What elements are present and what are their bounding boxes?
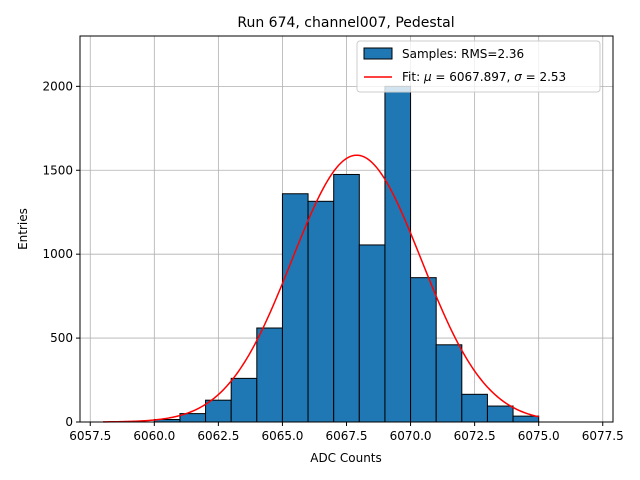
x-tick-label: 6077.5 [582,429,624,443]
chart-title: Run 674, channel007, Pedestal [237,15,454,31]
histogram-bar [486,405,514,423]
histogram-bar [461,393,488,423]
y-tick-label: 2000 [42,79,73,93]
x-axis-ticks: 6057.5 6060.0 6062.5 6065.0 6067.5 6070.0 6072… [69,422,624,443]
y-axis-ticks: 0 500 1000 1500 2000 [42,79,80,429]
histogram-bar [358,244,386,423]
y-tick-label: 0 [65,415,73,429]
legend-fit-mu-value: = 6067.897, [432,70,515,84]
histogram-bar [333,173,360,423]
y-axis-label: Entries [16,208,30,250]
x-tick-label: 6072.5 [454,429,496,443]
legend-fit-sigma-symbol: σ [514,70,522,84]
y-tick-label: 500 [50,331,73,345]
legend-fit-prefix: Fit: [402,70,424,84]
x-tick-label: 6060.0 [133,429,175,443]
x-tick-label: 6057.5 [69,429,111,443]
legend-histogram-label: Samples: RMS=2.36 [402,47,524,61]
legend: Samples: RMS=2.36 Fit: μ = 6067.897, σ =… [356,40,601,93]
x-tick-label: 6065.0 [261,429,303,443]
legend-fit-label: Fit: μ = 6067.897, σ = 2.53 [402,70,566,84]
legend-fit-sigma-value: = 2.53 [522,70,566,84]
fit-curve [103,154,539,423]
x-tick-label: 6075.0 [518,429,560,443]
x-tick-label: 6062.5 [197,429,239,443]
histogram-bar [410,277,437,423]
histogram-bar [307,200,335,423]
histogram-bar [256,327,283,423]
legend-box [356,40,601,93]
y-tick-label: 1000 [42,247,73,261]
legend-fit-mu-symbol: μ [423,70,432,84]
histogram-bar [205,399,232,423]
histogram-bar [512,415,540,423]
legend-histogram-swatch [363,47,393,60]
x-axis-label: ADC Counts [310,451,382,465]
histogram-bars [153,85,540,423]
histogram-bar [435,344,463,423]
x-tick-label: 6070.0 [390,429,432,443]
histogram-bar [384,85,412,423]
y-tick-label: 1500 [42,163,73,177]
x-tick-label: 6067.5 [326,429,368,443]
histogram-bar [230,377,258,423]
